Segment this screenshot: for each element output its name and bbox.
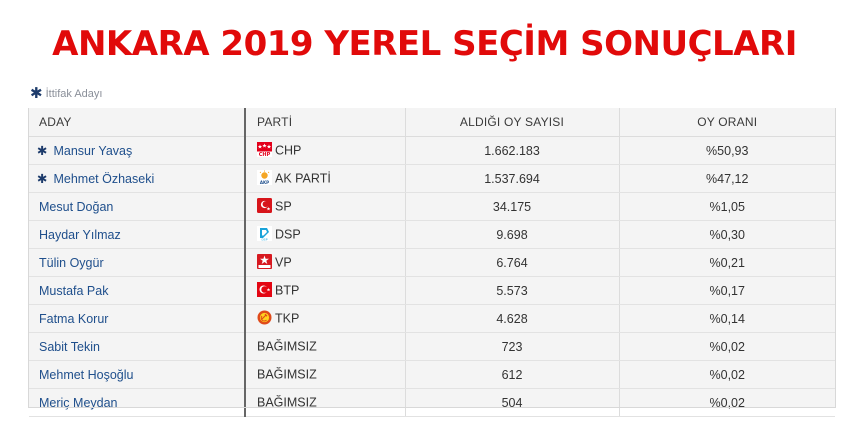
dsp-logo-icon: DSP [257, 226, 272, 242]
party-cell: AKP AK PARTİ [244, 164, 405, 193]
votes-cell: 1.537.694 [404, 164, 619, 193]
party-name: VP [275, 255, 292, 270]
table-row: Fatma Korur TKP 4.628 %0,14 [29, 304, 835, 333]
candidate-name: Haydar Yılmaz [39, 227, 121, 242]
candidate-cell: Mesut Doğan [29, 192, 245, 221]
percentage-cell: %0,02 [618, 360, 835, 389]
table-row: Meriç Meydan BAĞIMSIZ 504 %0,02 [29, 388, 835, 417]
party-cell: BAĞIMSIZ [244, 360, 405, 389]
chp-logo-icon: CHP [257, 142, 272, 158]
percentage-cell: %0,21 [618, 248, 835, 277]
svg-text:CHP: CHP [259, 152, 271, 157]
percentage-cell: %0,02 [618, 332, 835, 361]
table-row: Mustafa Pak BTP 5.573 %0,17 [29, 276, 835, 305]
votes-cell: 9.698 [404, 220, 619, 249]
votes-cell: 504 [404, 388, 619, 417]
header-percentage: OY ORANI [618, 108, 835, 137]
percentage-cell: %0,02 [618, 388, 835, 417]
table-row: ✱ Mehmet Özhaseki AKP AK PARTİ 1.537.694 %47,… [29, 164, 835, 193]
party-name: TKP [275, 311, 300, 326]
party-name: CHP [275, 143, 302, 158]
percentage-cell: %0,30 [618, 220, 835, 249]
asterisk-icon: ✱ [37, 172, 48, 186]
party-name: BTP [275, 283, 300, 298]
candidate-cell: Haydar Yılmaz [29, 220, 245, 249]
candidate-cell: ✱ Mansur Yavaş [29, 136, 245, 165]
percentage-cell: %0,17 [618, 276, 835, 305]
results-table-panel: ADAY PARTİ ALDIĞI OY SAYISI OY ORANI ✱ Ma… [28, 108, 836, 417]
page-title: ANKARA 2019 YEREL SEÇİM SONUÇLARI [52, 24, 797, 64]
btp-logo-icon [257, 282, 272, 298]
table-row: ✱ Mansur Yavaş CHP CHP 1.662.183 %50,93 [29, 136, 835, 165]
party-cell: VP [244, 248, 405, 277]
percentage-cell: %1,05 [618, 192, 835, 221]
candidate-cell: Tülin Oygür [29, 248, 245, 277]
vp-logo-icon [257, 254, 272, 270]
votes-cell: 6.764 [404, 248, 619, 277]
party-name: BAĞIMSIZ [257, 339, 317, 354]
header-candidate: ADAY [29, 108, 245, 137]
candidate-name: Mesut Doğan [39, 199, 114, 214]
party-name: BAĞIMSIZ [257, 367, 317, 382]
party-name: SP [275, 199, 292, 214]
asterisk-icon: ✱ [37, 144, 48, 158]
candidate-name: Sabit Tekin [39, 339, 100, 354]
party-cell: SP [244, 192, 405, 221]
table-bottom-border [28, 407, 836, 408]
table-header-row: ADAY PARTİ ALDIĞI OY SAYISI OY ORANI [29, 108, 835, 137]
svg-text:DSP: DSP [261, 238, 267, 242]
candidate-name: Mansur Yavaş [53, 144, 133, 158]
party-cell: BTP [244, 276, 405, 305]
candidate-name: Mustafa Pak [39, 283, 109, 298]
header-votes: ALDIĞI OY SAYISI [404, 108, 619, 137]
table-row: Mehmet Hoşoğlu BAĞIMSIZ 612 %0,02 [29, 360, 835, 389]
party-cell: CHP CHP [244, 136, 405, 165]
header-party: PARTİ [244, 108, 405, 137]
results-table: ADAY PARTİ ALDIĞI OY SAYISI OY ORANI ✱ Ma… [29, 108, 835, 417]
party-cell: BAĞIMSIZ [244, 332, 405, 361]
candidate-cell: ✱ Mehmet Özhaseki [29, 164, 245, 193]
table-row: Tülin Oygür VP 6.764 %0,21 [29, 248, 835, 277]
votes-cell: 4.628 [404, 304, 619, 333]
party-cell: BAĞIMSIZ [244, 388, 405, 417]
asterisk-icon: ✱ [30, 85, 43, 102]
table-row: Haydar Yılmaz DSP DSP 9.698 %0,30 [29, 220, 835, 249]
votes-cell: 34.175 [404, 192, 619, 221]
candidate-cell: Mustafa Pak [29, 276, 245, 305]
candidate-cell: Meriç Meydan [29, 388, 245, 417]
candidate-cell: Sabit Tekin [29, 332, 245, 361]
candidate-cell: Mehmet Hoşoğlu [29, 360, 245, 389]
votes-cell: 5.573 [404, 276, 619, 305]
percentage-cell: %0,14 [618, 304, 835, 333]
candidate-name: Meriç Meydan [39, 395, 118, 410]
party-name: AK PARTİ [275, 171, 331, 186]
svg-text:AKP: AKP [260, 180, 269, 185]
table-row: Sabit Tekin BAĞIMSIZ 723 %0,02 [29, 332, 835, 361]
candidate-name: Mehmet Özhaseki [53, 172, 155, 186]
percentage-cell: %50,93 [618, 136, 835, 165]
party-cell: DSP DSP [244, 220, 405, 249]
candidate-name: Mehmet Hoşoğlu [39, 367, 134, 382]
party-name: BAĞIMSIZ [257, 395, 317, 410]
candidate-name: Fatma Korur [39, 311, 109, 326]
alliance-legend: ✱ İttifak Adayı [30, 85, 103, 102]
percentage-cell: %47,12 [618, 164, 835, 193]
party-cell: TKP [244, 304, 405, 333]
votes-cell: 1.662.183 [404, 136, 619, 165]
party-name: DSP [275, 227, 301, 242]
candidate-cell: Fatma Korur [29, 304, 245, 333]
akp-logo-icon: AKP [257, 170, 272, 186]
votes-cell: 612 [404, 360, 619, 389]
candidate-name: Tülin Oygür [39, 255, 104, 270]
sp-logo-icon [257, 198, 272, 214]
alliance-legend-label: İttifak Adayı [45, 88, 103, 100]
votes-cell: 723 [404, 332, 619, 361]
table-row: Mesut Doğan SP 34.175 %1,05 [29, 192, 835, 221]
tkp-logo-icon [257, 310, 272, 325]
